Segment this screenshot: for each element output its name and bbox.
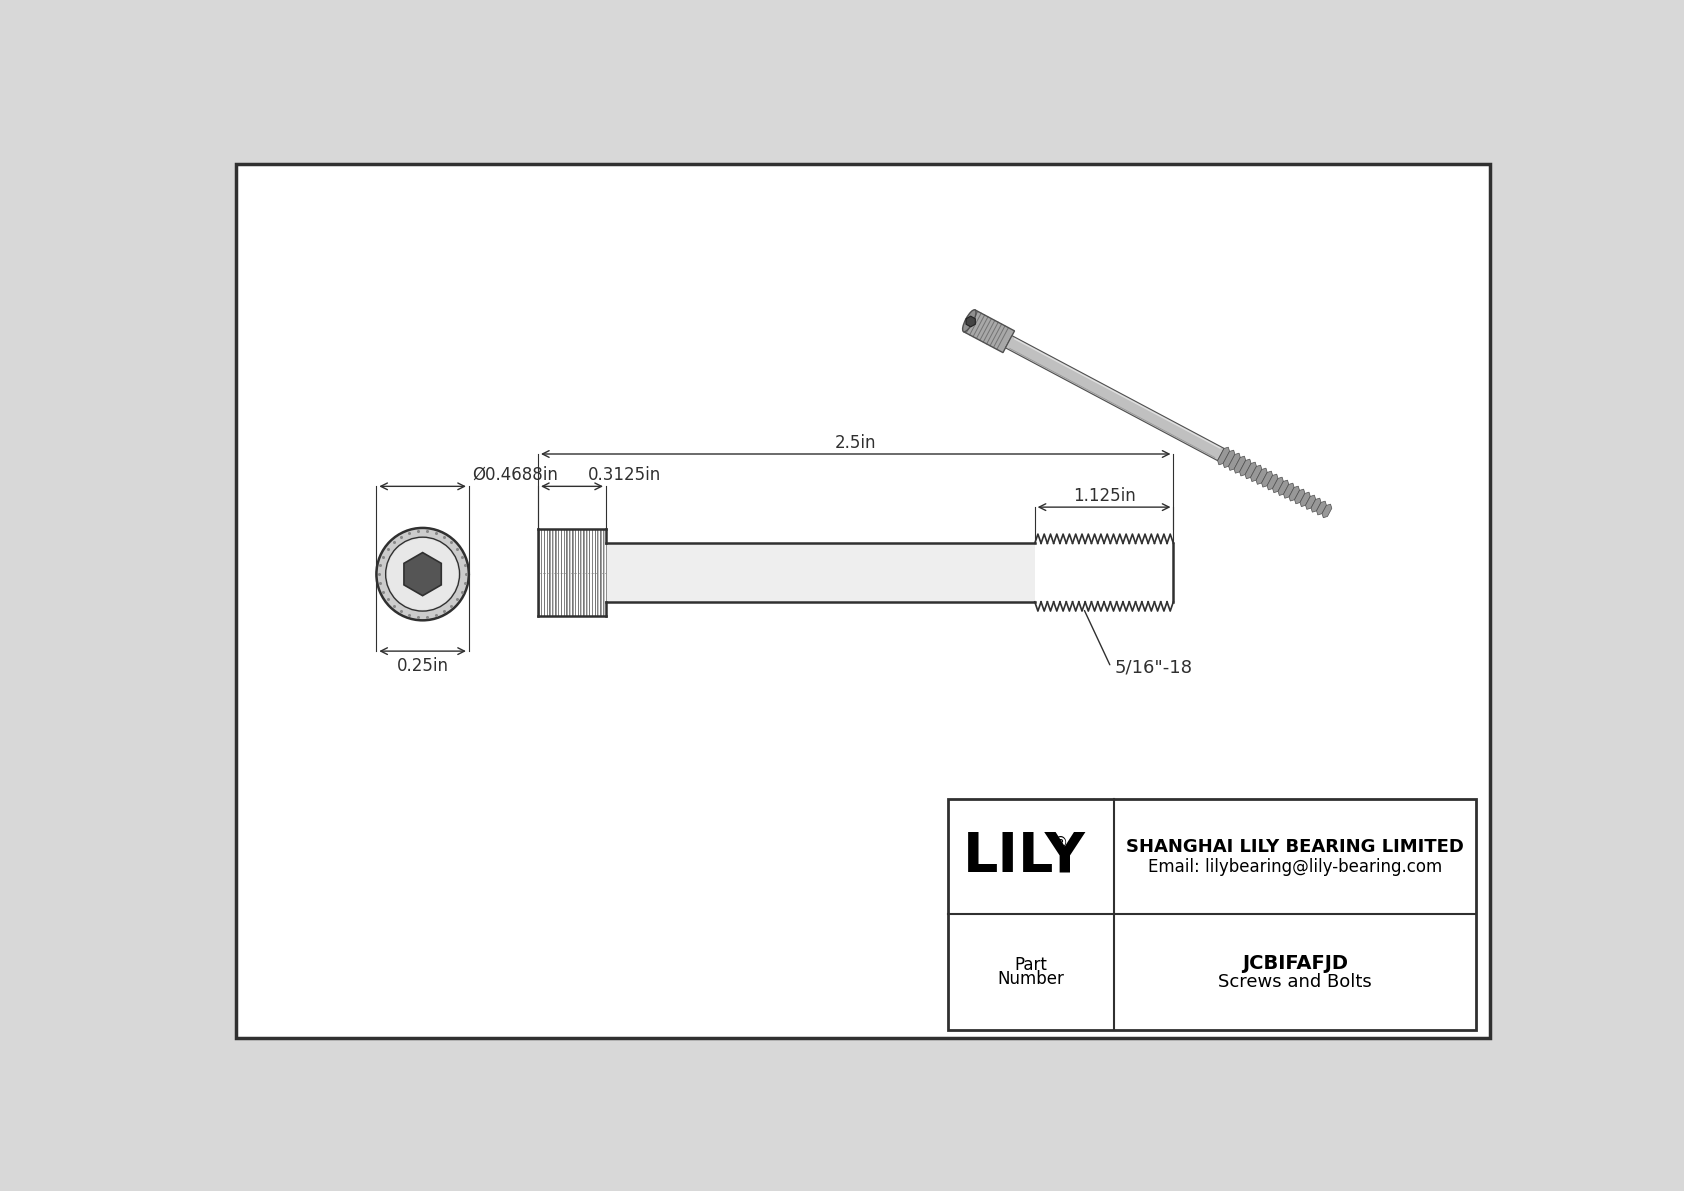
Circle shape bbox=[387, 538, 458, 610]
Circle shape bbox=[386, 537, 460, 611]
Polygon shape bbox=[967, 316, 975, 326]
Polygon shape bbox=[1288, 486, 1300, 501]
Bar bbox=[948, 799, 1475, 1030]
Polygon shape bbox=[1005, 336, 1224, 461]
Text: Part: Part bbox=[1014, 956, 1047, 974]
Polygon shape bbox=[1312, 498, 1320, 512]
Polygon shape bbox=[1218, 447, 1229, 464]
Text: 0.25in: 0.25in bbox=[397, 657, 448, 675]
Polygon shape bbox=[1300, 492, 1310, 506]
Polygon shape bbox=[1234, 456, 1246, 473]
Text: ®: ® bbox=[1052, 835, 1068, 850]
Text: 0.3125in: 0.3125in bbox=[588, 466, 660, 484]
Polygon shape bbox=[1266, 474, 1278, 490]
Text: Number: Number bbox=[997, 971, 1064, 989]
Text: 2.5in: 2.5in bbox=[835, 434, 876, 451]
Polygon shape bbox=[404, 553, 441, 596]
Text: Email: lilybearing@lily-bearing.com: Email: lilybearing@lily-bearing.com bbox=[1148, 858, 1442, 875]
Text: Ø0.4688in: Ø0.4688in bbox=[473, 466, 559, 484]
Circle shape bbox=[377, 528, 468, 621]
Bar bbox=[1034, 534, 1174, 611]
Polygon shape bbox=[1239, 460, 1251, 476]
Text: SHANGHAI LILY BEARING LIMITED: SHANGHAI LILY BEARING LIMITED bbox=[1127, 837, 1463, 855]
Text: LILY: LILY bbox=[963, 830, 1086, 884]
Ellipse shape bbox=[963, 310, 977, 332]
Polygon shape bbox=[1322, 504, 1332, 518]
Polygon shape bbox=[1256, 468, 1268, 485]
Polygon shape bbox=[1295, 490, 1305, 504]
Text: JCBIFAFJD: JCBIFAFJD bbox=[1243, 954, 1349, 973]
Polygon shape bbox=[1223, 450, 1234, 468]
Polygon shape bbox=[1244, 462, 1256, 479]
Polygon shape bbox=[1251, 466, 1261, 481]
Polygon shape bbox=[1229, 453, 1241, 470]
Polygon shape bbox=[1305, 495, 1315, 510]
Text: 1.125in: 1.125in bbox=[1073, 487, 1135, 505]
Polygon shape bbox=[1283, 484, 1293, 498]
Polygon shape bbox=[963, 310, 1014, 353]
Text: Screws and Bolts: Screws and Bolts bbox=[1218, 973, 1372, 991]
Bar bbox=[606, 543, 1034, 601]
Polygon shape bbox=[1317, 501, 1327, 515]
Text: 5/16"-18: 5/16"-18 bbox=[1115, 659, 1192, 676]
Polygon shape bbox=[1273, 478, 1283, 493]
Polygon shape bbox=[1261, 472, 1273, 487]
Polygon shape bbox=[1278, 480, 1288, 495]
